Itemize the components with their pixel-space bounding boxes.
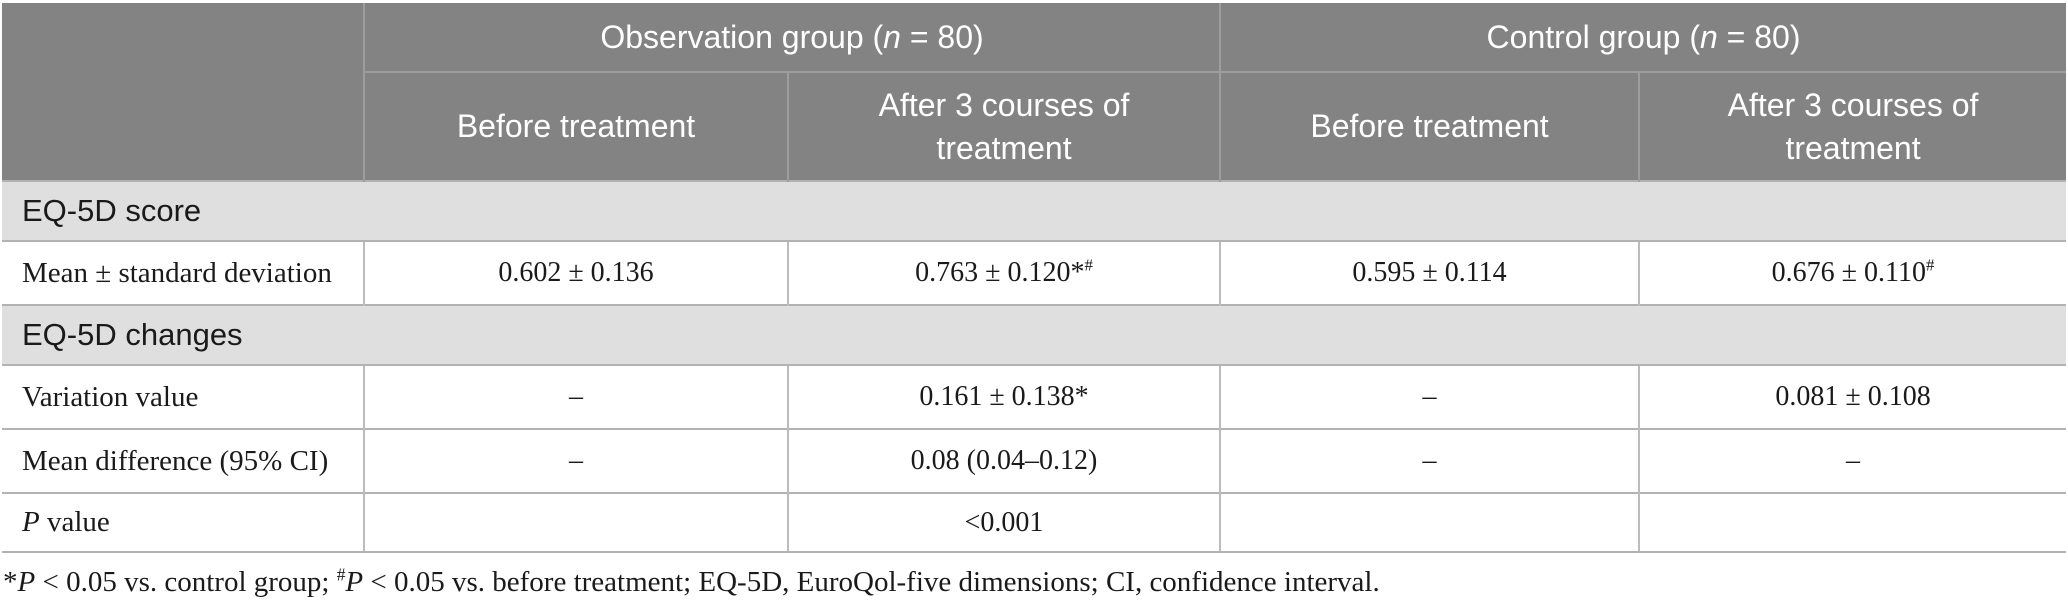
table-footnote: *P < 0.05 vs. control group; #P < 0.05 v… <box>3 566 2068 599</box>
cell-meandiff-ctrl-after: – <box>1638 428 2067 493</box>
cell-value: 0.595 ± 0.114 <box>1352 257 1507 288</box>
cell-meandiff-ctrl-before: – <box>1219 428 1640 493</box>
cell-pvalue-obs-after: <0.001 <box>786 492 1221 553</box>
row-label-text: value <box>39 506 110 538</box>
footnote-text: < 0.05 vs. before treatment; EQ-5D, Euro… <box>363 566 1380 598</box>
section-row-eq5d-changes: EQ-5D changes <box>2 304 2067 366</box>
group-label-text: Observation group ( <box>600 18 884 55</box>
table-body: EQ-5D score Mean ± standard deviation 0.… <box>2 180 2067 553</box>
row-label-p-value: P value <box>2 492 364 553</box>
cell-pvalue-ctrl-before <box>1219 492 1640 553</box>
row-label-mean-sd: Mean ± standard deviation <box>2 240 364 305</box>
cell-superscript: # <box>1084 255 1093 275</box>
cell-value: 0.763 ± 0.120* <box>915 257 1085 288</box>
table-row-variation: Variation value – 0.161 ± 0.138* – 0.081… <box>2 364 2067 429</box>
cell-mean-ctrl-before: 0.595 ± 0.114 <box>1219 240 1640 305</box>
p-symbol: P <box>17 566 36 598</box>
results-table-wrapper: Observation group (n = 80) Control group… <box>2 3 2067 553</box>
table-row-p-value: P value <0.001 <box>2 492 2067 553</box>
subheader-obs-after: After 3 courses of treatment <box>786 72 1221 181</box>
cell-meandiff-obs-before: – <box>363 428 788 493</box>
cell-mean-ctrl-after: 0.676 ± 0.110# <box>1638 240 2067 305</box>
subheader-ctrl-after: After 3 courses of treatment <box>1638 72 2067 181</box>
table-header: Observation group (n = 80) Control group… <box>2 3 2067 181</box>
hash-symbol: # <box>336 564 346 585</box>
cell-meandiff-obs-after: 0.08 (0.04–0.12) <box>786 428 1221 493</box>
group-header-observation: Observation group (n = 80) <box>364 3 1221 73</box>
cell-variation-ctrl-after: 0.081 ± 0.108 <box>1638 364 2067 429</box>
subheader-row: Before treatment After 3 courses of trea… <box>2 72 2067 181</box>
cell-pvalue-obs-before <box>363 492 788 553</box>
cell-superscript: # <box>1925 255 1935 275</box>
group-header-control: Control group (n = 80) <box>1219 3 2067 73</box>
section-title: EQ-5D score <box>2 180 2067 242</box>
table-row-mean-sd: Mean ± standard deviation 0.602 ± 0.136 … <box>2 240 2067 305</box>
section-title: EQ-5D changes <box>2 304 2067 366</box>
n-symbol: n <box>883 18 901 55</box>
p-symbol: P <box>22 506 40 538</box>
row-label-variation: Variation value <box>2 364 364 429</box>
subheader-obs-before: Before treatment <box>364 72 788 181</box>
n-symbol: n <box>1699 18 1718 55</box>
p-symbol: P <box>345 566 364 598</box>
footnote-asterisk: * <box>3 566 18 598</box>
cell-variation-obs-after: 0.161 ± 0.138* <box>786 364 1221 429</box>
cell-variation-obs-before: – <box>363 364 788 429</box>
eq5d-results-table: Observation group (n = 80) Control group… <box>2 3 2067 553</box>
cell-mean-obs-before: 0.602 ± 0.136 <box>363 240 788 305</box>
group-label-text: = 80) <box>900 18 984 55</box>
cell-mean-obs-after: 0.763 ± 0.120*# <box>786 240 1221 305</box>
footnote-text: < 0.05 vs. control group; <box>35 566 337 598</box>
subheader-ctrl-before: Before treatment <box>1219 72 1640 181</box>
cell-value: 0.676 ± 0.110 <box>1771 257 1926 288</box>
group-label-text: = 80) <box>1717 18 1801 55</box>
section-row-eq5d-score: EQ-5D score <box>2 180 2067 242</box>
cell-pvalue-ctrl-after <box>1638 492 2067 553</box>
cell-value: 0.602 ± 0.136 <box>498 257 654 288</box>
cell-variation-ctrl-before: – <box>1219 364 1640 429</box>
row-label-mean-difference: Mean difference (95% CI) <box>2 428 364 493</box>
corner-cell <box>2 3 365 181</box>
group-label-text: Control group ( <box>1486 18 1700 55</box>
group-header-row: Observation group (n = 80) Control group… <box>2 3 2067 181</box>
table-row-mean-difference: Mean difference (95% CI) – 0.08 (0.04–0.… <box>2 428 2067 493</box>
